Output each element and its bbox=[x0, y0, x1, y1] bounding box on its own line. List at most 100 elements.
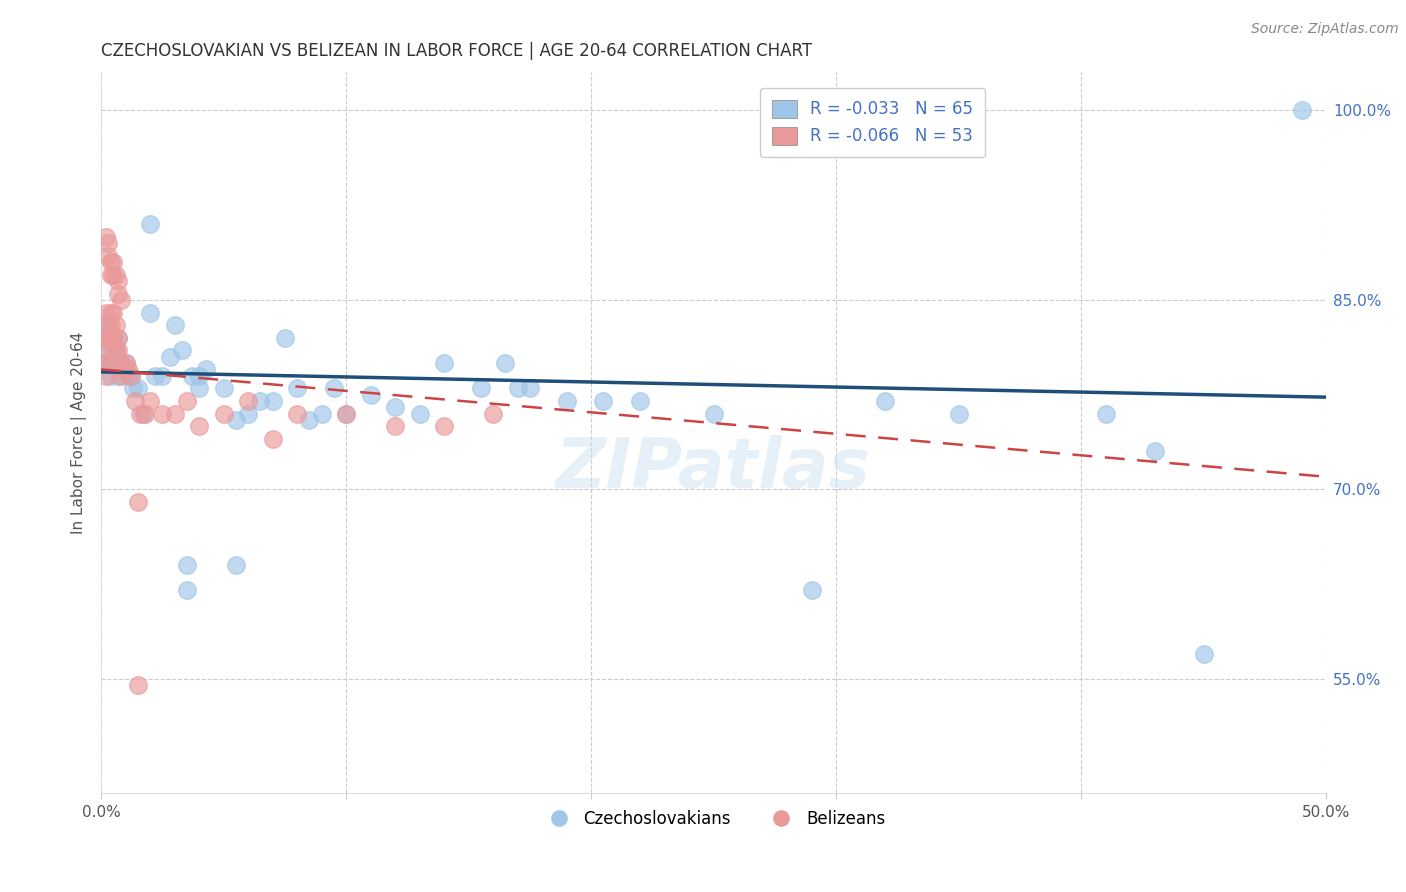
Point bbox=[100, 368, 122, 383]
Point bbox=[94, 356, 117, 370]
Point bbox=[1143, 444, 1166, 458]
Text: CZECHOSLOVAKIAN VS BELIZEAN IN LABOR FORCE | AGE 20-64 CORRELATION CHART: CZECHOSLOVAKIAN VS BELIZEAN IN LABOR FOR… bbox=[101, 42, 813, 60]
Point bbox=[335, 407, 357, 421]
Point bbox=[100, 255, 122, 269]
Point bbox=[97, 235, 120, 250]
Point bbox=[134, 407, 156, 421]
Point bbox=[100, 318, 122, 333]
Point bbox=[120, 368, 142, 383]
Point bbox=[159, 350, 181, 364]
Point bbox=[592, 393, 614, 408]
Text: ZIPatlas: ZIPatlas bbox=[557, 435, 872, 502]
Point bbox=[103, 268, 125, 282]
Point bbox=[150, 407, 173, 421]
Point bbox=[100, 331, 122, 345]
Point bbox=[188, 419, 211, 434]
Point bbox=[555, 393, 578, 408]
Point bbox=[107, 331, 129, 345]
Point bbox=[100, 305, 122, 319]
Point bbox=[163, 318, 186, 333]
Point bbox=[93, 331, 115, 345]
Point bbox=[139, 305, 162, 319]
Point bbox=[104, 343, 127, 358]
Point bbox=[176, 583, 198, 598]
Point bbox=[150, 368, 173, 383]
Point bbox=[236, 407, 259, 421]
Point bbox=[225, 558, 247, 573]
Point bbox=[107, 331, 129, 345]
Point bbox=[127, 678, 149, 692]
Point bbox=[139, 217, 162, 231]
Point bbox=[285, 407, 308, 421]
Point bbox=[97, 343, 120, 358]
Point bbox=[384, 419, 406, 434]
Point bbox=[104, 318, 127, 333]
Point bbox=[188, 381, 211, 395]
Point bbox=[408, 407, 430, 421]
Legend: Czechoslovakians, Belizeans: Czechoslovakians, Belizeans bbox=[536, 804, 891, 835]
Point bbox=[212, 381, 235, 395]
Point bbox=[139, 393, 162, 408]
Point bbox=[107, 286, 129, 301]
Point bbox=[628, 393, 651, 408]
Point bbox=[122, 381, 145, 395]
Point bbox=[100, 356, 122, 370]
Point bbox=[120, 368, 142, 383]
Point bbox=[107, 368, 129, 383]
Point bbox=[127, 495, 149, 509]
Point bbox=[249, 393, 271, 408]
Point bbox=[176, 558, 198, 573]
Point bbox=[335, 407, 357, 421]
Point bbox=[110, 293, 132, 307]
Point bbox=[506, 381, 529, 395]
Point bbox=[110, 356, 132, 370]
Point bbox=[94, 318, 117, 333]
Point bbox=[225, 413, 247, 427]
Point bbox=[104, 268, 127, 282]
Point bbox=[298, 413, 321, 427]
Point bbox=[163, 407, 186, 421]
Text: Source: ZipAtlas.com: Source: ZipAtlas.com bbox=[1251, 22, 1399, 37]
Point bbox=[176, 393, 198, 408]
Point bbox=[262, 432, 284, 446]
Point bbox=[93, 356, 115, 370]
Point bbox=[94, 229, 117, 244]
Point bbox=[1192, 647, 1215, 661]
Point bbox=[117, 368, 139, 383]
Point bbox=[104, 356, 127, 370]
Point bbox=[103, 337, 125, 351]
Point bbox=[114, 356, 136, 370]
Point bbox=[97, 318, 120, 333]
Point bbox=[94, 305, 117, 319]
Point bbox=[170, 343, 193, 358]
Point bbox=[100, 268, 122, 282]
Point bbox=[285, 381, 308, 395]
Point bbox=[97, 331, 120, 345]
Point bbox=[97, 343, 120, 358]
Point bbox=[129, 407, 152, 421]
Point bbox=[180, 368, 202, 383]
Point bbox=[110, 368, 132, 383]
Point bbox=[103, 331, 125, 345]
Y-axis label: In Labor Force | Age 20-64: In Labor Force | Age 20-64 bbox=[72, 331, 87, 533]
Point bbox=[262, 393, 284, 408]
Point bbox=[112, 362, 135, 376]
Point bbox=[1291, 103, 1313, 118]
Point bbox=[103, 331, 125, 345]
Point bbox=[97, 331, 120, 345]
Point bbox=[236, 393, 259, 408]
Point bbox=[494, 356, 516, 370]
Point bbox=[1094, 407, 1116, 421]
Point bbox=[124, 393, 146, 408]
Point bbox=[433, 356, 456, 370]
Point bbox=[322, 381, 344, 395]
Point bbox=[114, 356, 136, 370]
Point bbox=[384, 401, 406, 415]
Point bbox=[212, 407, 235, 421]
Point bbox=[112, 362, 135, 376]
Point bbox=[107, 343, 129, 358]
Point bbox=[433, 419, 456, 434]
Point bbox=[104, 343, 127, 358]
Point bbox=[132, 407, 155, 421]
Point bbox=[311, 407, 333, 421]
